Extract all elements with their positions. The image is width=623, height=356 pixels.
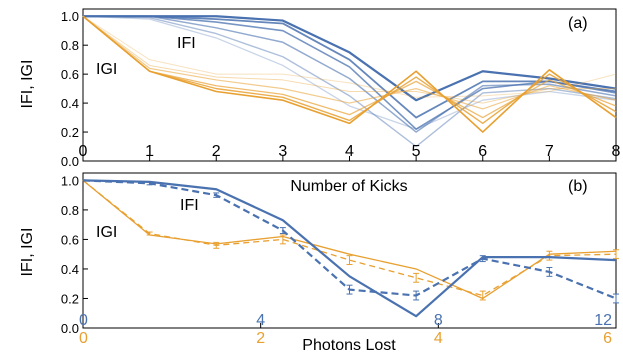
- x-tick-label: 1: [145, 143, 154, 160]
- panel-b-annotation-g: IGI: [96, 224, 117, 241]
- blue-x-tick-label: 0: [79, 312, 88, 329]
- panel-a-x-tick-labels: 0 1 2 3 4 5 6 7 8: [79, 143, 621, 160]
- panel-a-gold-series: [82, 15, 617, 133]
- panel-a-label: (a): [568, 15, 588, 32]
- gold-x-tick-label: 6: [603, 330, 612, 347]
- gold-x-tick-label: 0: [79, 330, 88, 347]
- gold-x-tick-label: 4: [434, 330, 443, 347]
- gold-series-line-6: [82, 15, 617, 98]
- blue-x-tick-label: 12: [594, 312, 612, 329]
- blue-series-line-4: [83, 15, 617, 133]
- blue-series-line-2: [83, 15, 617, 119]
- x-tick-label: 4: [345, 143, 354, 160]
- panel-b-x-tick-labels: 0 4 8 120 2 4 6: [79, 312, 612, 347]
- blue-solid-series-line: [82, 179, 617, 318]
- x-tick-label: 0: [79, 143, 88, 160]
- gold-dashed-series-line: [82, 179, 617, 297]
- gold-series-line-4: [82, 15, 617, 110]
- x-tick-label: 6: [478, 143, 487, 160]
- y-tick-label: 0.8: [61, 38, 79, 53]
- y-tick-label: 0.6: [61, 67, 79, 82]
- panel-a-y-tick-labels: 0.0 0.2 0.4 0.6 0.8 1.0: [61, 9, 79, 169]
- panel-b-y-axis-label: IFI, IGI: [19, 228, 36, 277]
- x-tick-label: 5: [412, 143, 421, 160]
- panel-b-annotation-f: IFI: [180, 197, 199, 214]
- panel-b: 0 4 8 120 2 4 6 0.00.20.40.60.81.0 (b) IFI IGI…: [19, 172, 619, 354]
- gold-series-line-2: [82, 15, 617, 125]
- blue-series-line-1: [83, 15, 617, 102]
- blue-series-line-6: [82, 15, 617, 130]
- panel-a-x-axis-label: Number of Kicks: [290, 178, 407, 195]
- panel-b-x-axis-label: Photons Lost: [302, 337, 396, 354]
- x-tick-label: 8: [612, 143, 621, 160]
- x-tick-label: 7: [545, 143, 554, 160]
- gold-series-line-5: [82, 15, 616, 104]
- blue-series-line-3: [83, 15, 617, 130]
- blue-dashed-series-line: [82, 179, 617, 300]
- panel-b-series: [82, 179, 619, 318]
- y-tick-label: 0.4: [61, 262, 79, 277]
- panel-a-annotation-g: IGI: [96, 61, 117, 78]
- y-tick-label: 0.0: [61, 321, 79, 336]
- gold-solid-series-line: [82, 179, 617, 300]
- y-tick-label: 0.4: [61, 96, 79, 111]
- panel-b-frame: [82, 172, 617, 329]
- panel-b-label: (b): [568, 178, 588, 195]
- gold-x-tick-label: 2: [256, 330, 265, 347]
- x-tick-label: 2: [212, 143, 221, 160]
- panel-a: 0 1 2 3 4 5 6 7 8 0.0 0.2 0.4 0.6 0.8 1.0 (a) IFI IGI…: [19, 8, 621, 195]
- y-tick-label: 1.0: [61, 9, 79, 24]
- blue-x-tick-label: 4: [256, 312, 265, 329]
- panel-a-ticks: [82, 15, 617, 162]
- panel-b-y-tick-labels: 0.0 0.2 0.4 0.6 0.8 1.0: [61, 173, 79, 336]
- panel-a-y-axis-label: IFI, IGI: [19, 60, 36, 109]
- y-tick-label: 0.2: [61, 125, 79, 140]
- x-tick-label: 3: [278, 143, 287, 160]
- panel-a-annotation-f: IFI: [177, 35, 196, 52]
- blue-x-tick-label: 8: [434, 312, 443, 329]
- y-tick-label: 0.6: [61, 232, 79, 247]
- y-tick-label: 1.0: [61, 173, 79, 188]
- y-tick-label: 0.8: [61, 203, 79, 218]
- y-tick-label: 0.0: [61, 154, 79, 169]
- gold-series-line-3: [82, 15, 617, 119]
- y-tick-label: 0.2: [61, 291, 79, 306]
